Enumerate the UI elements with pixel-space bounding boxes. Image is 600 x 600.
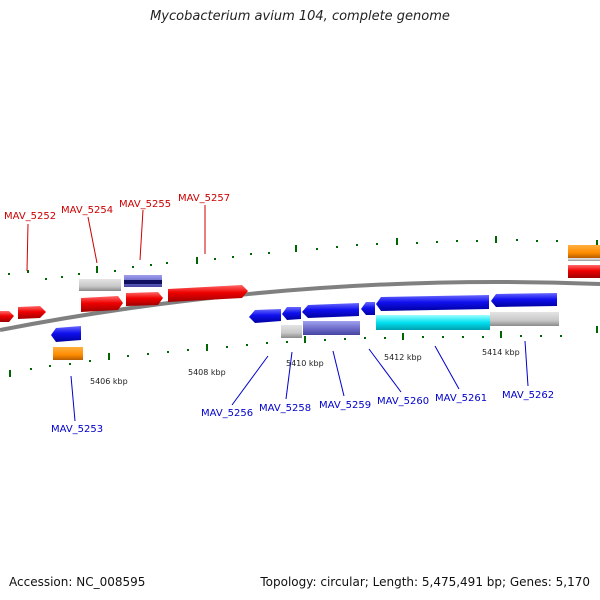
label-leader-MAV_5258 bbox=[285, 351, 293, 400]
gene-arrow-MAV_5254[interactable] bbox=[81, 296, 123, 312]
upper-tick-row bbox=[8, 236, 598, 280]
label-leader-MAV_5255 bbox=[139, 209, 144, 261]
gene-arrow-MAV_5253[interactable] bbox=[51, 326, 81, 342]
gene-arrow-MAV_5252[interactable] bbox=[18, 306, 46, 319]
gene-arrow-MAV_5256[interactable] bbox=[249, 309, 281, 323]
gene-label-MAV_5256[interactable]: MAV_5256 bbox=[201, 408, 253, 419]
gene-arrow-MAV_5257[interactable] bbox=[168, 285, 248, 302]
feature-track-purple[interactable] bbox=[303, 321, 360, 335]
gene-label-MAV_5260[interactable]: MAV_5260 bbox=[377, 396, 429, 407]
feature-track-orange[interactable] bbox=[53, 347, 83, 360]
gene-label-MAV_5257[interactable]: MAV_5257 bbox=[178, 193, 230, 204]
gene-arrow-MAV_5259[interactable] bbox=[302, 303, 359, 318]
label-leader-MAV_5261 bbox=[434, 345, 460, 390]
genome-backbone bbox=[0, 279, 600, 332]
scale-label-5408: 5408 kbp bbox=[188, 368, 226, 377]
label-leader-MAV_5260 bbox=[368, 348, 402, 393]
gene-arrow-forward[interactable] bbox=[0, 311, 14, 322]
feature-track-gray[interactable] bbox=[490, 312, 559, 326]
scale-label-5414: 5414 kbp bbox=[482, 348, 520, 357]
gene-arrow-forward[interactable] bbox=[568, 265, 600, 278]
feature-track-orange[interactable] bbox=[568, 245, 600, 258]
genome-title: Mycobacterium avium 104, complete genome bbox=[150, 9, 450, 24]
feature-track-gray[interactable] bbox=[79, 279, 121, 291]
label-leader-MAV_5252 bbox=[26, 223, 29, 272]
gene-label-MAV_5254[interactable]: MAV_5254 bbox=[61, 205, 113, 216]
gene-arrow-MAV_5258[interactable] bbox=[282, 307, 301, 320]
gene-arrow-MAV_5262[interactable] bbox=[491, 293, 557, 307]
gene-label-MAV_5261[interactable]: MAV_5261 bbox=[435, 393, 487, 404]
accession-text: Accession: NC_008595 bbox=[9, 575, 146, 589]
gene-label-MAV_5252[interactable]: MAV_5252 bbox=[4, 211, 56, 222]
genome-summary-text: Topology: circular; Length: 5,475,491 bp… bbox=[260, 575, 590, 589]
label-leader-MAV_5254 bbox=[87, 216, 98, 264]
label-leader-MAV_5262 bbox=[524, 340, 529, 387]
gene-arrow-MAV_5261[interactable] bbox=[376, 295, 489, 311]
feature-track-cyan[interactable] bbox=[376, 315, 490, 330]
feature-track-band bbox=[124, 280, 162, 284]
label-leader-MAV_5256 bbox=[231, 355, 269, 406]
gene-label-MAV_5255[interactable]: MAV_5255 bbox=[119, 199, 171, 210]
gene-label-MAV_5253[interactable]: MAV_5253 bbox=[51, 424, 103, 435]
gene-label-MAV_5262[interactable]: MAV_5262 bbox=[502, 390, 554, 401]
scale-label-5406: 5406 kbp bbox=[90, 377, 128, 386]
feature-track-gray bbox=[568, 258, 600, 261]
gene-arrow-MAV_5255[interactable] bbox=[126, 292, 163, 306]
gene-arrow-MAV_5260[interactable] bbox=[361, 302, 375, 315]
scale-label-5412: 5412 kbp bbox=[384, 353, 422, 362]
feature-track-gray[interactable] bbox=[281, 325, 302, 338]
gene-label-MAV_5259[interactable]: MAV_5259 bbox=[319, 400, 371, 411]
lower-tick-row bbox=[9, 326, 598, 377]
label-leader-MAV_5253 bbox=[70, 375, 76, 422]
label-leader-MAV_5259 bbox=[332, 350, 345, 397]
gene-label-MAV_5258[interactable]: MAV_5258 bbox=[259, 403, 311, 414]
scale-label-5410: 5410 kbp bbox=[286, 359, 324, 368]
